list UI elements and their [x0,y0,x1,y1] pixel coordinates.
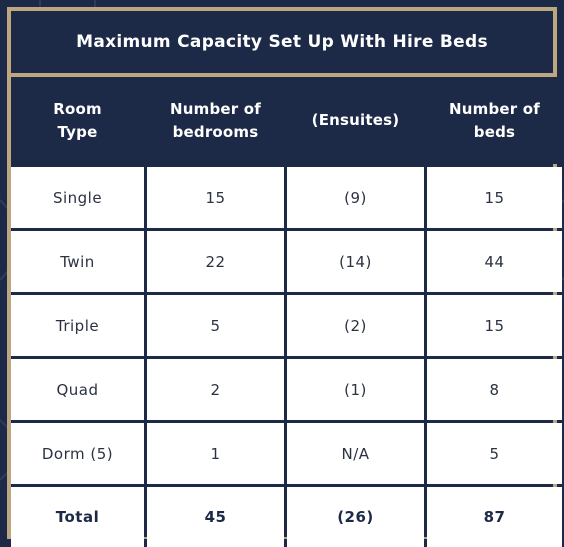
row-quad-beds: 8 [427,359,562,420]
row-dorm-room-type: Dorm (5) [11,423,144,484]
capacity-table: Room Type Number of bedrooms (Ensuites) … [11,77,562,547]
row-triple-ensuites: (2) [287,295,424,356]
row-quad-ensuites: (1) [287,359,424,420]
row-twin-beds: 44 [427,231,562,292]
row-dorm-ensuites: N/A [287,423,424,484]
row-quad-bedrooms: 2 [147,359,284,420]
row-dorm-bedrooms: 1 [147,423,284,484]
total-beds: 87 [427,487,562,547]
header-room-type: Room Type [11,77,144,164]
header-number-of-beds: Number of beds [427,77,562,164]
row-single-ensuites: (9) [287,167,424,228]
row-twin-bedrooms: 22 [147,231,284,292]
row-triple-beds: 15 [427,295,562,356]
row-single-bedrooms: 15 [147,167,284,228]
row-single-room-type: Single [11,167,144,228]
row-triple-bedrooms: 5 [147,295,284,356]
row-triple-room-type: Triple [11,295,144,356]
row-twin-ensuites: (14) [287,231,424,292]
row-quad-room-type: Quad [11,359,144,420]
row-single-beds: 15 [427,167,562,228]
table-title: Maximum Capacity Set Up With Hire Beds [11,11,553,73]
row-twin-room-type: Twin [11,231,144,292]
total-bedrooms: 45 [147,487,284,547]
total-label: Total [11,487,144,547]
header-ensuites: (Ensuites) [287,77,424,164]
total-ensuites: (26) [287,487,424,547]
table-frame: Maximum Capacity Set Up With Hire Beds R… [7,7,562,547]
header-number-of-bedrooms: Number of bedrooms [147,77,284,164]
row-dorm-beds: 5 [427,423,562,484]
